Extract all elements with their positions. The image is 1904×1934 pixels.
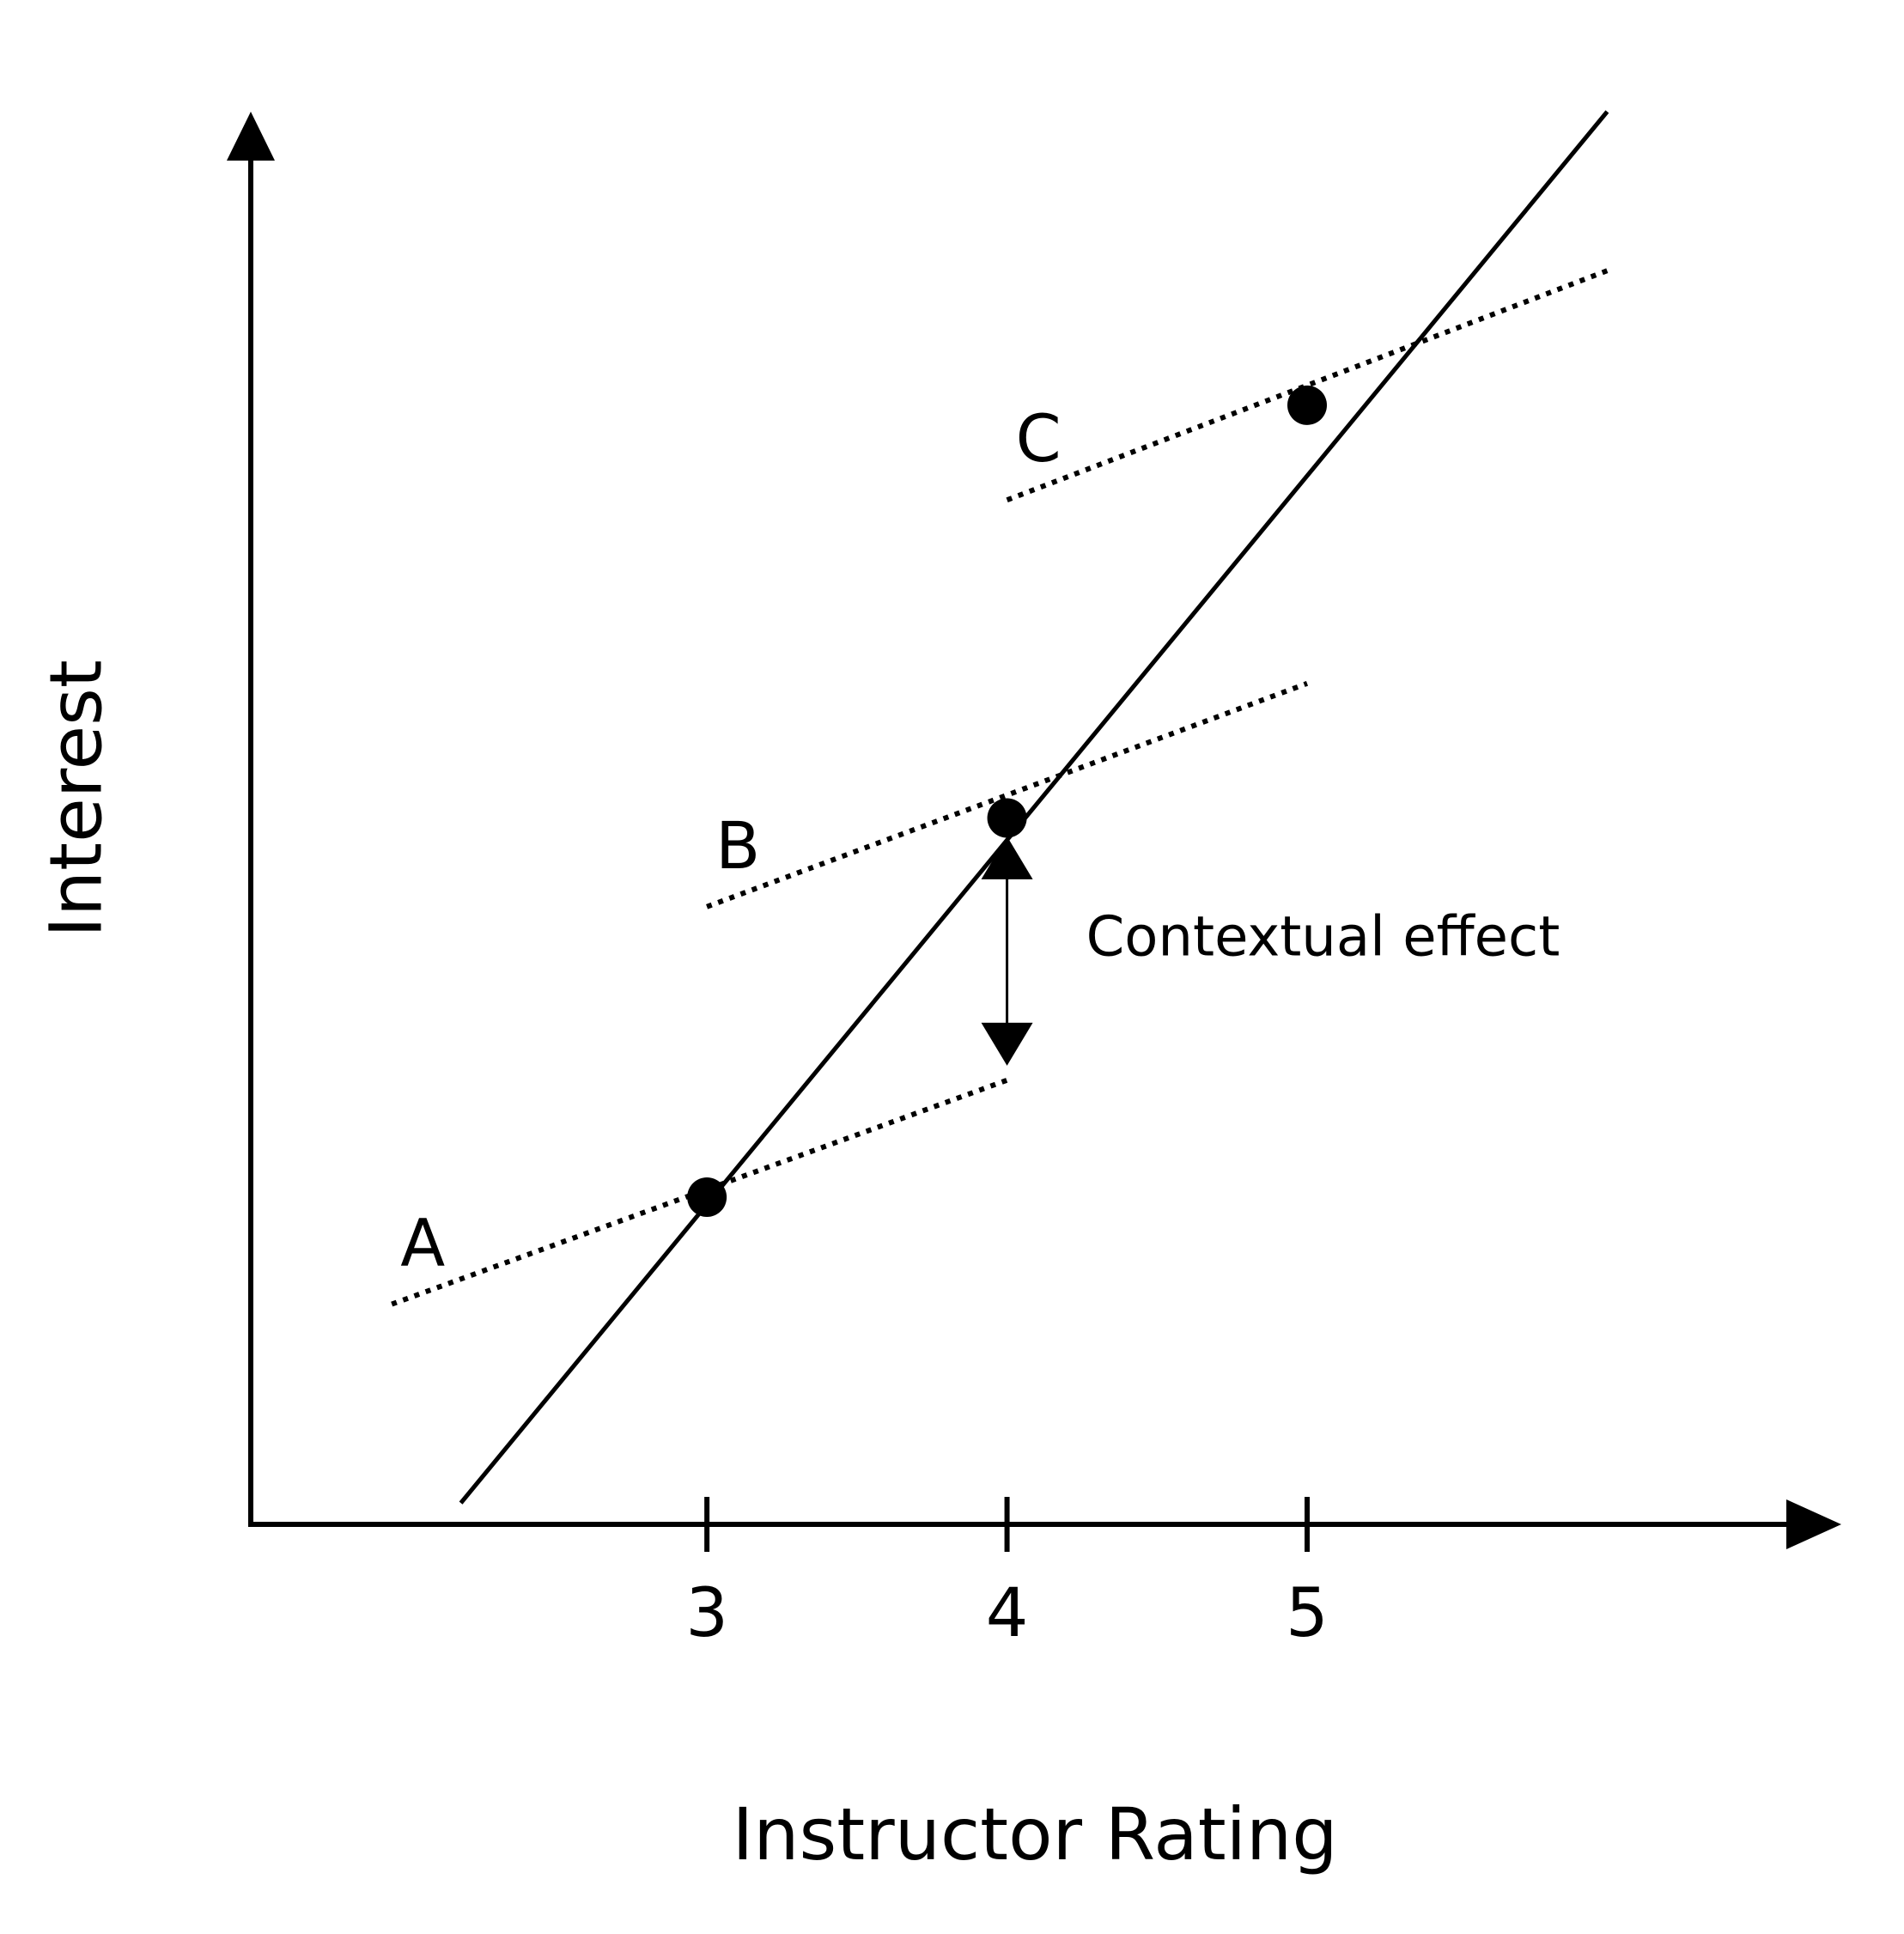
x-ticks: 3 4 5: [685, 1497, 1329, 1652]
series-line-b: [706, 680, 1309, 909]
series-label-b: B: [715, 807, 760, 884]
arrow-up-icon: [981, 836, 1033, 879]
data-point-3: [1287, 385, 1328, 425]
y-axis-arrow-icon: [227, 112, 275, 161]
y-axis-label: Interest: [33, 660, 118, 938]
x-tick-label-3: 3: [685, 1575, 728, 1652]
x-axis-label: Instructor Rating: [732, 1792, 1337, 1876]
axes: [227, 112, 1841, 1549]
arrow-down-icon: [981, 1022, 1033, 1066]
data-point-2: [987, 798, 1027, 838]
series: A B C: [391, 110, 1609, 1505]
annotations: Contextual effect: [981, 836, 1560, 1066]
series-label-a: A: [400, 1205, 445, 1281]
series-line-a: [391, 1075, 1014, 1307]
series-line-c: [1006, 268, 1609, 503]
contextual-effect-label: Contextual effect: [1086, 905, 1560, 969]
x-tick-label-5: 5: [1286, 1575, 1329, 1652]
x-axis-arrow-icon: [1786, 1499, 1841, 1549]
points: [687, 385, 1328, 1218]
x-tick-label-4: 4: [986, 1575, 1029, 1652]
series-label-c: C: [1016, 400, 1061, 477]
series-line-main: [459, 110, 1609, 1505]
data-point-1: [687, 1177, 727, 1218]
